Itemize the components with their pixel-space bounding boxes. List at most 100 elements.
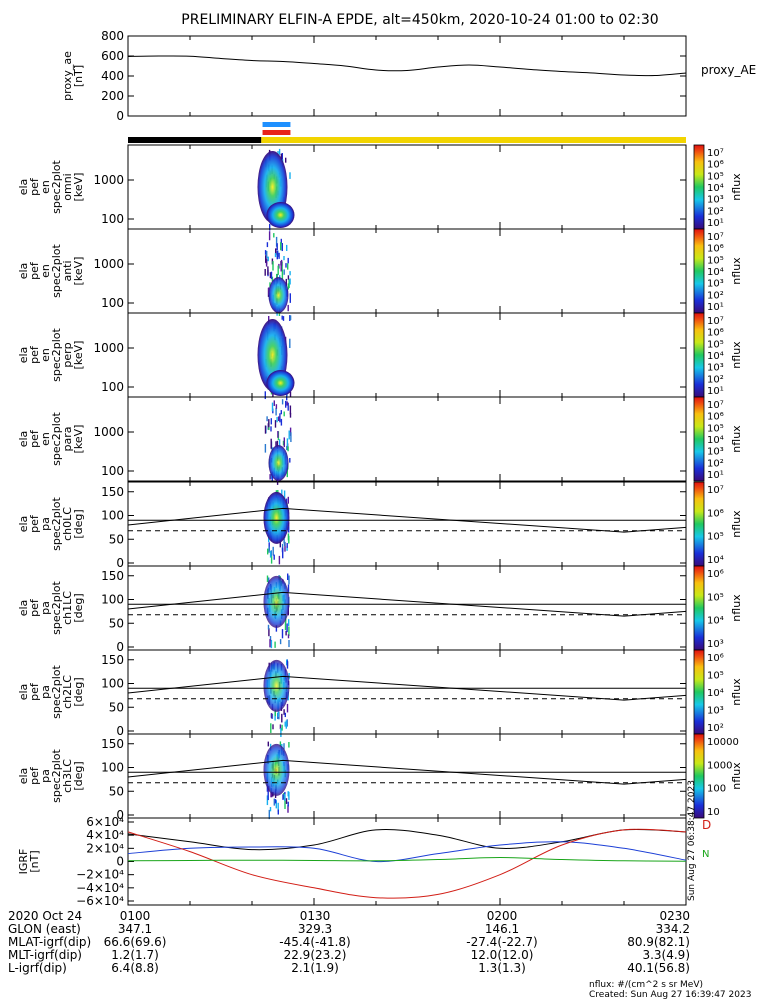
energy-panel-3-colorbar-tick: 10⁵ — [707, 423, 724, 434]
pitch-panel-2-frame — [127, 649, 687, 735]
pitch-panel-3-flux-core — [263, 743, 290, 796]
energy-panel-2-ylabel-line: ela — [17, 347, 30, 364]
energy-panel-1-speckle — [289, 271, 291, 276]
energy-panel-1-colorbar — [693, 228, 705, 314]
energy-panel-3-speckle — [285, 400, 287, 408]
pitch-panel-1-colorbar — [693, 565, 705, 651]
pitch-panel-2-speckle — [288, 673, 290, 680]
ephemeris-value: 334.2 — [656, 922, 690, 936]
energy-panel-3: 1001000elapefenspec2plotpara[keV]10⁷10⁶1… — [17, 396, 743, 485]
pitch-panel-3-speckle — [273, 798, 275, 806]
proxy-ae-ytick-label: 0 — [116, 109, 124, 123]
footer-units: nflux: #/(cm^2 s sr MeV) — [589, 980, 703, 990]
pitch-panel-1-ylabel-line: [deg] — [72, 593, 85, 622]
energy-panel-1-speckle — [280, 238, 282, 244]
energy-panel-0-speckle — [269, 223, 271, 231]
igrf-ytick-label: −4×10⁴ — [76, 881, 124, 895]
ephemeris-value: 2.1(1.9) — [291, 961, 339, 975]
pitch-panel-0-colorbar-tick: 10⁵ — [707, 532, 724, 543]
energy-panel-1-speckle — [270, 271, 273, 280]
energy-panel-3-speckle — [275, 441, 277, 447]
energy-panel-3-speckle — [270, 418, 272, 425]
pitch-panel-2-speckle — [277, 711, 279, 718]
pitch-panel-1-colorbar-tick: 10⁶ — [707, 569, 724, 580]
energy-panel-0-ytick-label: 100 — [101, 212, 124, 226]
pitch-panel-0-speckle — [286, 546, 288, 551]
igrf-label-n: N — [702, 849, 709, 860]
pitch-panel-2-speckle — [286, 659, 288, 666]
energy-panel-2-ylabel-line: en — [39, 348, 52, 362]
igrf-ylabel-line: IGRF — [17, 849, 30, 875]
pitch-panel-1-speckle — [281, 629, 284, 639]
energy-panel-3-speckle — [269, 474, 271, 480]
pitch-panel-1-speckle — [279, 639, 282, 645]
proxy-ae-ytick-label: 800 — [101, 29, 124, 43]
pitch-panel-0-frame — [127, 481, 687, 567]
energy-panel-0-colorbar-label: nflux — [730, 173, 743, 201]
energy-panel-1-speckle — [280, 264, 282, 272]
energy-panel-3-speckle — [264, 425, 267, 434]
pitch-panel-3-speckle — [287, 805, 289, 813]
energy-panel-1-colorbar-label: nflux — [730, 257, 743, 285]
ephemeris-value: -45.4(-41.8) — [279, 935, 350, 949]
energy-panel-1-speckle — [287, 275, 290, 280]
energy-panel-3-colorbar-label: nflux — [730, 425, 743, 453]
proxy-ae-panel: 0 200 400 600 800 proxy_ae[nT] proxy_AE — [61, 29, 756, 123]
pitch-panel-2-speckle — [280, 728, 282, 737]
energy-panel-0-colorbar-tick: 10¹ — [707, 218, 724, 229]
energy-panel-0-speckle — [280, 153, 283, 161]
pitch-panel-3-speckle — [287, 801, 289, 807]
energy-panel-3-speckle — [277, 431, 279, 438]
pitch-panel-1-colorbar-tick: 10⁵ — [707, 592, 724, 603]
pitch-panel-0-speckle — [272, 546, 274, 556]
energy-panel-0-colorbar-tick: 10² — [707, 206, 724, 217]
pitch-panel-1-speckle — [270, 639, 273, 649]
pitch-panel-2-speckle — [271, 713, 274, 719]
pitch-panel-0-speckle — [270, 556, 273, 564]
pitch-panel-0-colorbar-tick: 10⁶ — [707, 508, 724, 519]
energy-panel-0-colorbar-tick: 10⁴ — [707, 183, 724, 194]
pitch-panel-1-speckle — [288, 619, 290, 627]
energy-panel-1-colorbar-tick: 10¹ — [707, 302, 724, 313]
energy-panel-2-colorbar — [693, 312, 705, 398]
pitch-panel-0-ylabel-line: ch0LC — [61, 507, 74, 541]
energy-panel-1-ytick-label: 1000 — [93, 257, 124, 271]
energy-panel-0-colorbar — [693, 144, 705, 230]
pitch-panel-0-colorbar-tick: 10⁴ — [707, 555, 724, 566]
energy-panel-1-speckle — [285, 278, 287, 287]
status-bars — [128, 122, 686, 143]
pitch-panel-1-speckle — [267, 624, 270, 630]
energy-panel-1-speckle — [268, 287, 270, 296]
energy-panel-1-speckle — [265, 258, 268, 265]
pitch-panel-2-speckle — [270, 713, 273, 719]
energy-panel-0-speckle — [281, 153, 283, 160]
pitch-panel-3-ylabel-line: ch3LC — [61, 759, 74, 793]
pitch-panel-3-ylabel-line: [deg] — [72, 761, 85, 790]
pitch-panel-0-ylabel-line: spec2plot — [50, 497, 63, 551]
energy-panel-3-ylabel-line: pef — [28, 429, 41, 448]
pitch-panel-1-speckle — [269, 636, 272, 641]
igrf-ytick-label: −2×10⁴ — [76, 868, 124, 882]
pitch-panel-3-speckle — [277, 809, 279, 815]
energy-panel-3-speckle — [279, 413, 281, 423]
energy-panel-3-flux-low-energy — [268, 445, 289, 481]
energy-panel-3-speckle — [276, 440, 279, 449]
pitch-panel-2-ylabel-line: [deg] — [72, 677, 85, 706]
igrf-ytick-label: 4×10⁴ — [86, 828, 124, 842]
proxy-ae-ytick-label: 400 — [101, 69, 124, 83]
energy-panel-0-ytick-label: 1000 — [93, 173, 124, 187]
energy-panel-3-speckle — [280, 410, 282, 415]
pitch-panel-0-ytick-label: 150 — [101, 485, 124, 499]
pitch-panel-3-speckle — [267, 741, 269, 747]
energy-panel-0-flux-low-energy — [266, 202, 295, 228]
energy-panel-1-speckle — [281, 269, 284, 280]
energy-panel-1-speckle — [287, 304, 289, 312]
pitch-panel-2-flux-core — [263, 659, 290, 712]
energy-panel-3-speckle — [286, 438, 289, 448]
pitch-panel-3-speckle — [279, 741, 282, 747]
ephemeris-time-label: 0130 — [300, 909, 331, 923]
pitch-panel-1-speckle — [285, 630, 287, 636]
energy-panel-2-speckle — [286, 391, 288, 401]
pitch-panel-0-speckle — [268, 546, 270, 553]
pitch-panel-2-speckle — [270, 723, 272, 733]
